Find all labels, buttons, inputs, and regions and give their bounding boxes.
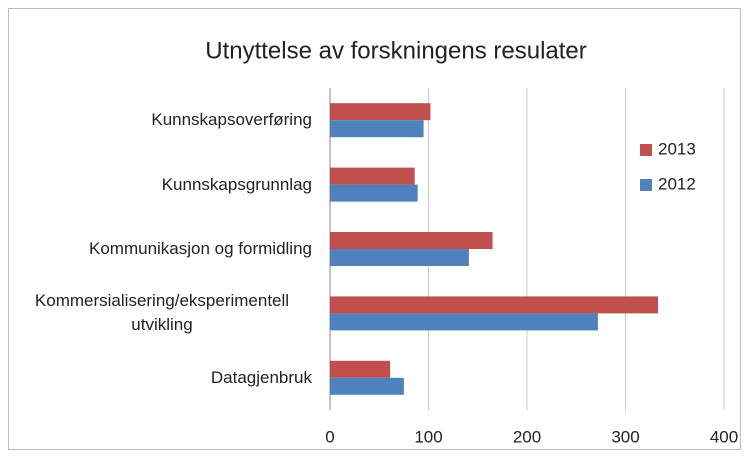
legend-swatch bbox=[640, 144, 652, 156]
y-tick-text: Datagjenbruk bbox=[210, 367, 312, 387]
chart-title: Utnyttelse av forskningens resulater bbox=[205, 37, 587, 64]
y-tick-text: Kommersialisering/eksperimentell utvikli… bbox=[34, 291, 290, 335]
y-tick-text: Kunnskapsgrunnlag bbox=[161, 174, 312, 194]
legend-label: 2012 bbox=[658, 174, 696, 193]
y-tick-text: Kommunikasjon og formidling bbox=[89, 239, 312, 258]
bar bbox=[330, 120, 424, 138]
bar bbox=[330, 313, 598, 331]
x-tick-label: 100 bbox=[414, 427, 442, 446]
bar bbox=[330, 103, 431, 121]
x-tick-label: 400 bbox=[710, 427, 738, 446]
bar bbox=[330, 249, 469, 266]
bar bbox=[330, 167, 415, 185]
y-tick-label: Datagjenbruk bbox=[12, 366, 312, 390]
bar bbox=[330, 184, 418, 202]
y-tick-label: Kunnskapsgrunnlag bbox=[12, 173, 312, 197]
x-tick-label: 0 bbox=[325, 427, 334, 446]
y-tick-label: Kommersialisering/eksperimentell utvikli… bbox=[12, 289, 312, 337]
y-tick-label: Kommunikasjon og formidling bbox=[12, 237, 312, 261]
y-tick-text: Kunnskapsoverføring bbox=[151, 110, 312, 130]
bar bbox=[330, 296, 659, 314]
y-tick-label: Kunnskapsoverføring bbox=[12, 108, 312, 132]
bar bbox=[330, 377, 404, 395]
legend-label: 2013 bbox=[658, 139, 696, 158]
bar bbox=[330, 360, 391, 378]
bar bbox=[330, 232, 493, 249]
x-tick-label: 300 bbox=[611, 427, 639, 446]
legend-swatch bbox=[640, 179, 652, 191]
x-tick-label: 200 bbox=[513, 427, 541, 446]
